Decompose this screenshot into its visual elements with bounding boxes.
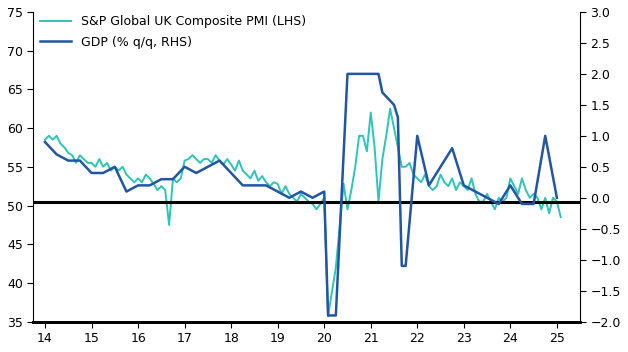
Legend: S&P Global UK Composite PMI (LHS), GDP (% q/q, RHS): S&P Global UK Composite PMI (LHS), GDP (… (40, 15, 306, 49)
Line: GDP (% q/q, RHS): GDP (% q/q, RHS) (45, 74, 557, 315)
S&P Global UK Composite PMI (LHS) (557, 215, 565, 219)
S&P Global UK Composite PMI (LHS) (84, 161, 92, 165)
Line: S&P Global UK Composite PMI (LHS): S&P Global UK Composite PMI (LHS) (45, 109, 561, 316)
GDP (% q/q, RHS) (367, 72, 374, 76)
S&P Global UK Composite PMI (LHS) (468, 176, 475, 181)
GDP (% q/q, RHS) (390, 103, 398, 107)
GDP (% q/q, RHS) (41, 140, 49, 144)
GDP (% q/q, RHS) (324, 313, 332, 318)
GDP (% q/q, RHS) (204, 165, 212, 169)
S&P Global UK Composite PMI (LHS) (324, 314, 332, 318)
S&P Global UK Composite PMI (LHS) (212, 153, 219, 157)
GDP (% q/q, RHS) (371, 72, 378, 76)
S&P Global UK Composite PMI (LHS) (464, 188, 472, 192)
GDP (% q/q, RHS) (553, 196, 561, 200)
S&P Global UK Composite PMI (LHS) (197, 161, 204, 165)
GDP (% q/q, RHS) (379, 90, 386, 95)
GDP (% q/q, RHS) (436, 165, 444, 169)
S&P Global UK Composite PMI (LHS) (103, 161, 111, 165)
GDP (% q/q, RHS) (344, 72, 351, 76)
S&P Global UK Composite PMI (LHS) (386, 107, 394, 111)
S&P Global UK Composite PMI (LHS) (41, 138, 49, 142)
